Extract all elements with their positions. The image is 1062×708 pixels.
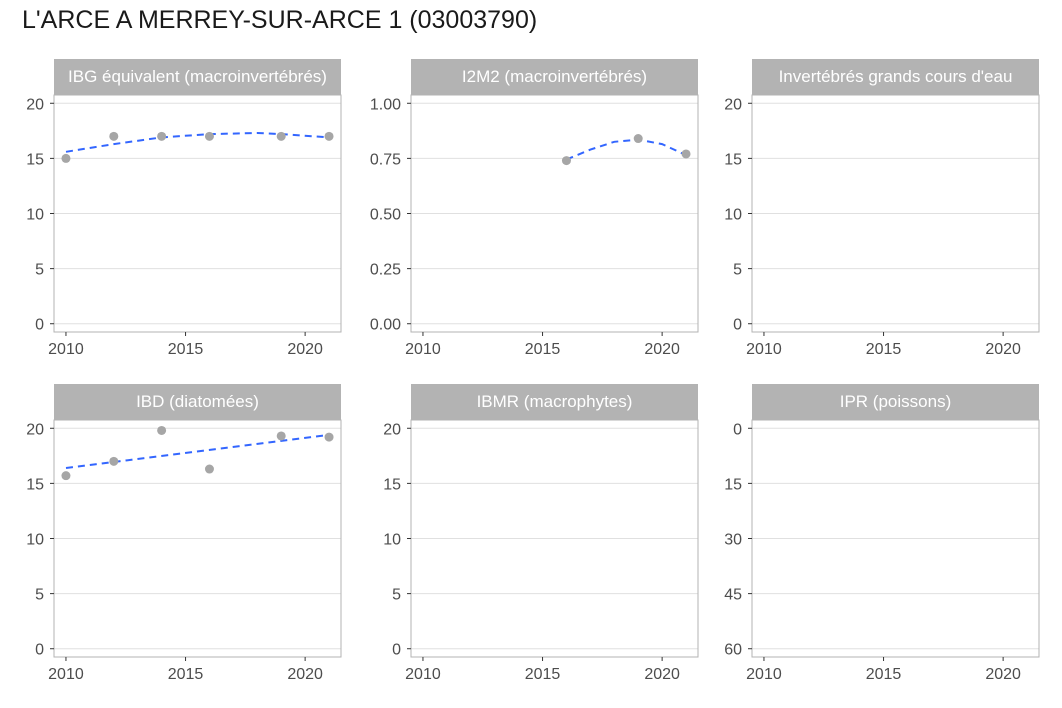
facet-title: I2M2 (macroinvertébrés)	[462, 67, 647, 86]
y-tick-label: 0	[35, 642, 44, 659]
data-point	[276, 431, 286, 441]
y-tick-label: 15	[26, 151, 44, 168]
y-tick-label: 0	[392, 642, 401, 659]
data-point	[204, 131, 214, 141]
x-tick-label: 2010	[405, 666, 441, 683]
x-tick-label: 2015	[168, 341, 204, 358]
y-tick-label: 5	[35, 262, 44, 279]
y-tick-label: 1.00	[370, 96, 401, 113]
x-tick-label: 2010	[48, 341, 84, 358]
facet-title: IBG équivalent (macroinvertébrés)	[68, 67, 327, 86]
data-point	[324, 131, 334, 141]
data-point	[324, 432, 334, 442]
x-tick-label: 2015	[866, 666, 902, 683]
facet-strip	[54, 59, 341, 95]
data-point	[633, 134, 643, 144]
y-tick-label: 0.75	[370, 151, 401, 168]
x-tick-label: 2015	[168, 666, 204, 683]
y-tick-label: 0.25	[370, 262, 401, 279]
facet-title: Invertébrés grands cours d'eau	[779, 67, 1013, 86]
x-tick-label: 2010	[405, 341, 441, 358]
facet-panel: IBG équivalent (macroinvertébrés) 0 5 10 15 2…	[26, 59, 342, 358]
x-tick-label: 2020	[644, 666, 680, 683]
data-point	[61, 471, 71, 481]
facet-panel: IBD (diatomées) 0 5 10 15 20 2010 2015 2020	[26, 384, 342, 683]
x-tick-label: 2020	[985, 341, 1021, 358]
x-tick-label: 2010	[746, 666, 782, 683]
facet-panel: IBMR (macrophytes) 0 5 10 15 20 2010 2015 2020	[383, 384, 699, 683]
y-tick-label: 15	[724, 151, 742, 168]
y-tick-label: 15	[724, 476, 742, 493]
y-tick-label: 0	[733, 317, 742, 334]
x-tick-label: 2020	[287, 341, 323, 358]
data-point	[561, 156, 571, 166]
y-tick-label: 0.00	[370, 317, 401, 334]
x-tick-label: 2010	[48, 666, 84, 683]
data-point	[681, 149, 691, 159]
trend-line	[65, 131, 330, 153]
facet-strip	[752, 59, 1039, 95]
data-point	[157, 131, 167, 141]
facet-title: IBMR (macrophytes)	[477, 392, 633, 411]
y-tick-label: 5	[733, 262, 742, 279]
y-tick-label: 30	[724, 532, 742, 549]
figure-title: L'ARCE A MERREY-SUR-ARCE 1 (03003790)	[22, 6, 538, 34]
trend-line	[566, 138, 687, 161]
y-tick-label: 20	[26, 421, 44, 438]
y-tick-label: 5	[392, 587, 401, 604]
x-tick-label: 2015	[525, 666, 561, 683]
y-tick-label: 0	[35, 317, 44, 334]
facet-strip	[411, 384, 698, 420]
y-tick-label: 5	[35, 587, 44, 604]
x-tick-label: 2020	[985, 666, 1021, 683]
y-tick-label: 60	[724, 642, 742, 659]
y-tick-label: 10	[383, 532, 401, 549]
x-tick-label: 2020	[644, 341, 680, 358]
facet-title: IPR (poissons)	[840, 392, 951, 411]
data-point	[204, 464, 214, 474]
y-tick-label: 10	[26, 207, 44, 224]
y-tick-label: 45	[724, 587, 742, 604]
data-point	[109, 131, 119, 141]
y-tick-label: 20	[724, 96, 742, 113]
facet-strip	[752, 384, 1039, 420]
x-tick-label: 2015	[866, 341, 902, 358]
x-tick-label: 2010	[746, 341, 782, 358]
data-point	[109, 456, 119, 466]
facet-title: IBD (diatomées)	[136, 392, 259, 411]
facet-panel: Invertébrés grands cours d'eau0510152020…	[724, 59, 1040, 358]
y-tick-label: 15	[383, 476, 401, 493]
y-tick-label: 20	[383, 421, 401, 438]
y-tick-label: 0	[733, 421, 742, 438]
data-point	[61, 153, 71, 163]
data-point	[157, 425, 167, 435]
facet-strip	[54, 384, 341, 420]
y-tick-label: 10	[724, 207, 742, 224]
x-tick-label: 2020	[287, 666, 323, 683]
facet-panel: I2M2 (macroinvertébrés) 0.00 0.25 0.50 0.75 1…	[370, 59, 699, 358]
y-tick-label: 0.50	[370, 207, 401, 224]
y-tick-label: 15	[26, 476, 44, 493]
y-tick-label: 10	[26, 532, 44, 549]
facet-strip	[411, 59, 698, 95]
data-point	[276, 131, 286, 141]
x-tick-label: 2015	[525, 341, 561, 358]
y-tick-label: 20	[26, 96, 44, 113]
trend-line	[65, 433, 330, 469]
